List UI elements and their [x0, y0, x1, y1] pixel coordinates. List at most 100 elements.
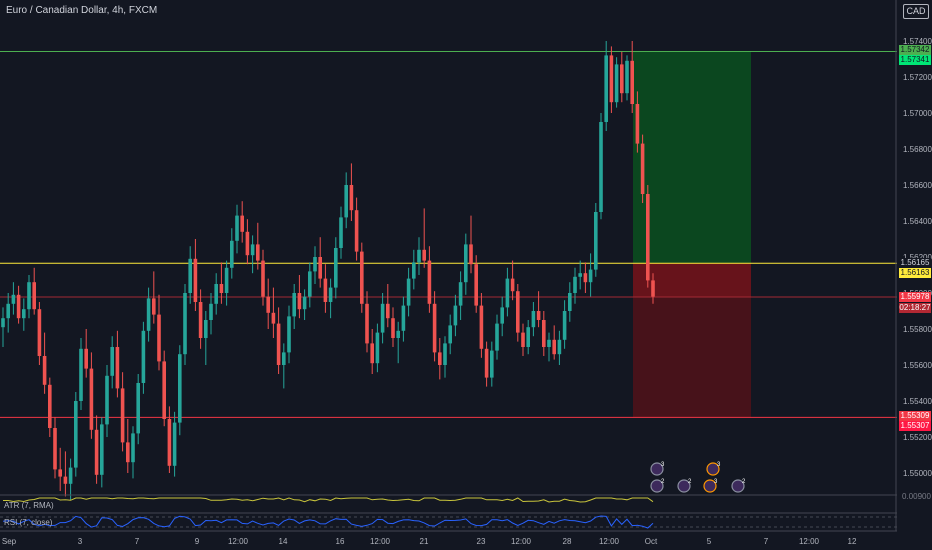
candle-body: [235, 215, 239, 241]
currency-badge[interactable]: CAD: [903, 4, 929, 19]
candle-body: [89, 368, 94, 430]
candle-body: [484, 348, 489, 378]
x-tick-label: 12: [848, 537, 857, 546]
candle-body: [271, 312, 276, 324]
candle-body: [323, 278, 328, 302]
candle-body: [500, 307, 504, 324]
candle-body: [432, 303, 437, 353]
candle-body: [453, 305, 458, 326]
candle-body: [578, 273, 582, 277]
candle-body: [42, 356, 47, 385]
y-tick-label: 1.55600: [903, 361, 932, 370]
candle-body: [94, 429, 99, 475]
event-badge: [706, 462, 720, 476]
candle-body: [620, 64, 624, 94]
candle-body: [354, 210, 359, 252]
candle-body: [48, 384, 52, 428]
rsi-label[interactable]: RSI (7, close): [4, 518, 53, 527]
candle-body: [521, 332, 525, 347]
entry-price-tag-lower: 1.56163: [899, 268, 931, 278]
candle-body: [224, 267, 229, 293]
candle-body: [339, 217, 343, 248]
x-tick-label: 3: [78, 537, 83, 546]
candle-body: [630, 60, 634, 104]
candle-body: [573, 276, 577, 293]
candle-body: [557, 339, 562, 355]
loss-zone-filled: [633, 263, 751, 297]
candle-body: [63, 476, 68, 484]
candle-body: [276, 323, 281, 365]
entry-price-tag-upper: 1.56165: [899, 258, 931, 268]
event-badge: [650, 479, 664, 493]
candle-body: [214, 284, 218, 304]
x-tick-label: 5: [707, 537, 712, 546]
candle-body: [427, 260, 432, 304]
x-tick-label: Sep: [2, 537, 17, 546]
candle-body: [344, 185, 348, 218]
candle-body: [157, 314, 161, 362]
candle-body: [1, 318, 5, 328]
candle-body: [167, 419, 172, 466]
candle-body: [261, 260, 265, 297]
candle-body: [458, 282, 463, 306]
x-tick-label: 12:00: [599, 537, 620, 546]
event-badge-count: 3: [661, 462, 665, 468]
y-tick-label: 1.55000: [903, 469, 932, 478]
candle-body: [256, 244, 260, 261]
candle-body: [11, 294, 16, 304]
candle-body: [100, 424, 104, 475]
candle-body: [198, 302, 203, 338]
candle-body: [370, 343, 374, 364]
candle-body: [406, 278, 411, 306]
candle-body: [599, 122, 603, 212]
candle-body: [380, 303, 385, 333]
candle-body: [334, 248, 338, 288]
candle-body: [266, 296, 270, 313]
atr-label[interactable]: ATR (7, RMA): [4, 501, 54, 510]
candle-body: [443, 343, 447, 365]
target-price-tag-lower: 1.57341: [899, 55, 931, 65]
y-tick-label: 1.57400: [903, 37, 932, 46]
rsi-line: [2, 515, 654, 529]
candle-body: [219, 284, 224, 293]
x-tick-label: 21: [420, 537, 429, 546]
x-tick-label: 23: [477, 537, 486, 546]
candle-body: [516, 291, 520, 333]
candle-body: [552, 339, 556, 355]
candle-body: [6, 303, 10, 319]
candle-body: [27, 282, 31, 310]
y-tick-label: 1.57000: [903, 109, 932, 118]
candle-body: [250, 244, 255, 256]
candle-body: [240, 215, 244, 232]
candle-body: [110, 347, 114, 376]
candle-body: [313, 257, 317, 272]
candle-body: [464, 244, 468, 283]
candle-body: [16, 294, 21, 319]
x-tick-label: 12:00: [228, 537, 249, 546]
candle-body: [495, 323, 499, 351]
atr-value: 0.00900: [902, 492, 931, 501]
candle-body: [204, 320, 208, 338]
candle-body: [479, 305, 484, 349]
candle-body: [79, 348, 83, 401]
stop-price-tag-upper: 1.55309: [899, 411, 931, 421]
candle-body: [297, 293, 302, 310]
candle-body: [526, 327, 530, 347]
atr-line: [3, 497, 654, 503]
candle-body: [188, 258, 192, 293]
candle-body: [22, 309, 26, 319]
candle-body: [58, 469, 62, 477]
candle-body: [162, 361, 166, 419]
candles: [1, 41, 655, 500]
candle-body: [230, 240, 234, 268]
candle-body: [68, 467, 73, 484]
event-badge-count: 3: [717, 462, 721, 468]
candle-body: [469, 244, 473, 265]
candle-body: [136, 383, 140, 434]
x-tick-label: 14: [279, 537, 288, 546]
y-tick-label: 1.56200: [903, 253, 932, 262]
candle-body: [375, 332, 380, 364]
candle-body: [386, 303, 390, 319]
